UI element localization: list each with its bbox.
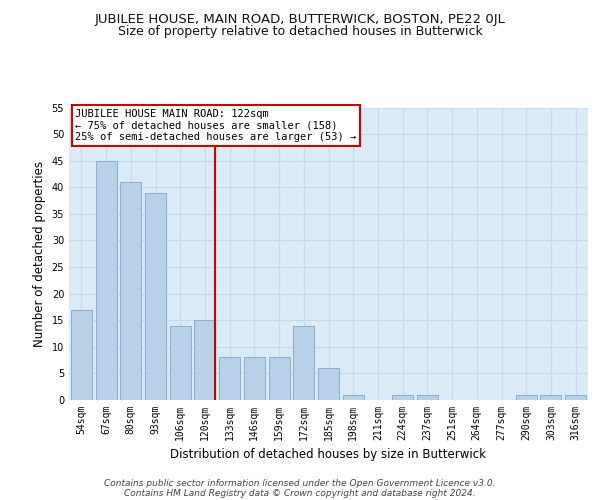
Bar xyxy=(293,326,314,400)
Bar xyxy=(318,368,339,400)
Bar xyxy=(95,160,116,400)
X-axis label: Distribution of detached houses by size in Butterwick: Distribution of detached houses by size … xyxy=(170,448,487,462)
Bar xyxy=(541,394,562,400)
Bar xyxy=(516,394,537,400)
Bar xyxy=(269,358,290,400)
Bar xyxy=(170,326,191,400)
Bar xyxy=(71,310,92,400)
Bar xyxy=(343,394,364,400)
Bar xyxy=(417,394,438,400)
Text: Size of property relative to detached houses in Butterwick: Size of property relative to detached ho… xyxy=(118,25,482,38)
Bar xyxy=(194,320,215,400)
Bar xyxy=(392,394,413,400)
Y-axis label: Number of detached properties: Number of detached properties xyxy=(33,161,46,347)
Bar xyxy=(145,192,166,400)
Text: Contains HM Land Registry data © Crown copyright and database right 2024.: Contains HM Land Registry data © Crown c… xyxy=(124,488,476,498)
Text: JUBILEE HOUSE, MAIN ROAD, BUTTERWICK, BOSTON, PE22 0JL: JUBILEE HOUSE, MAIN ROAD, BUTTERWICK, BO… xyxy=(95,12,505,26)
Bar xyxy=(120,182,141,400)
Bar xyxy=(219,358,240,400)
Bar xyxy=(565,394,586,400)
Text: JUBILEE HOUSE MAIN ROAD: 122sqm
← 75% of detached houses are smaller (158)
25% o: JUBILEE HOUSE MAIN ROAD: 122sqm ← 75% of… xyxy=(75,109,356,142)
Bar xyxy=(244,358,265,400)
Text: Contains public sector information licensed under the Open Government Licence v3: Contains public sector information licen… xyxy=(104,478,496,488)
